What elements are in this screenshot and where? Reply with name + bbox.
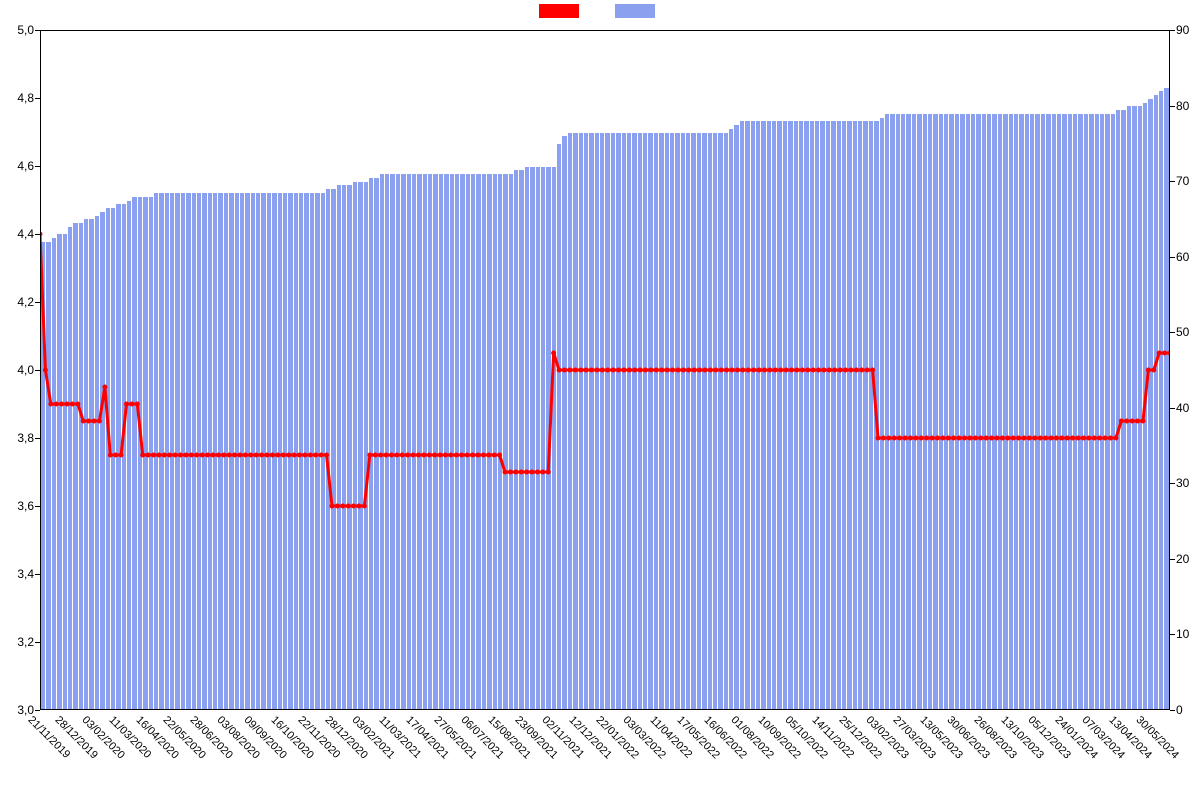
combo-chart: 3,03,23,43,63,84,04,24,44,64,85,0 010203… xyxy=(0,0,1200,800)
y-right-tick-label: 60 xyxy=(1176,250,1189,264)
y-left-tick-label: 4,8 xyxy=(17,91,34,105)
y-right-tick-label: 0 xyxy=(1176,703,1183,717)
y-axis-right: 0102030405060708090 xyxy=(1172,30,1200,710)
plot-border xyxy=(40,30,1170,710)
y-right-tick-label: 80 xyxy=(1176,99,1189,113)
legend-swatch-line xyxy=(539,4,579,18)
y-right-tick-label: 30 xyxy=(1176,476,1189,490)
legend-item-bar xyxy=(615,4,661,18)
x-axis: 21/11/201928/12/201903/02/202011/03/2020… xyxy=(40,712,1170,792)
plot-area xyxy=(40,30,1170,710)
y-axis-left: 3,03,23,43,63,84,04,24,44,64,85,0 xyxy=(0,30,38,710)
y-right-tick-label: 20 xyxy=(1176,552,1189,566)
y-left-tick-label: 4,2 xyxy=(17,295,34,309)
y-left-tick-label: 3,2 xyxy=(17,635,34,649)
y-left-tick-label: 3,4 xyxy=(17,567,34,581)
y-right-tick-label: 90 xyxy=(1176,23,1189,37)
y-left-tick-label: 5,0 xyxy=(17,23,34,37)
y-right-tick-label: 40 xyxy=(1176,401,1189,415)
y-left-tick-label: 4,0 xyxy=(17,363,34,377)
y-left-tick-label: 4,6 xyxy=(17,159,34,173)
y-right-tick-label: 70 xyxy=(1176,174,1189,188)
legend xyxy=(0,4,1200,18)
legend-swatch-bar xyxy=(615,4,655,18)
y-left-tick-label: 4,4 xyxy=(17,227,34,241)
y-left-tick-label: 3,6 xyxy=(17,499,34,513)
y-right-tick-label: 10 xyxy=(1176,627,1189,641)
y-right-tick-label: 50 xyxy=(1176,325,1189,339)
legend-item-line xyxy=(539,4,585,18)
y-left-tick-label: 3,8 xyxy=(17,431,34,445)
